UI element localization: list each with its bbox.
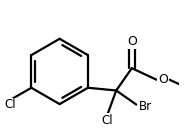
- Text: O: O: [158, 73, 168, 86]
- Text: Cl: Cl: [5, 98, 16, 111]
- Text: Cl: Cl: [101, 114, 112, 127]
- Text: O: O: [127, 35, 137, 48]
- Text: Br: Br: [138, 100, 152, 113]
